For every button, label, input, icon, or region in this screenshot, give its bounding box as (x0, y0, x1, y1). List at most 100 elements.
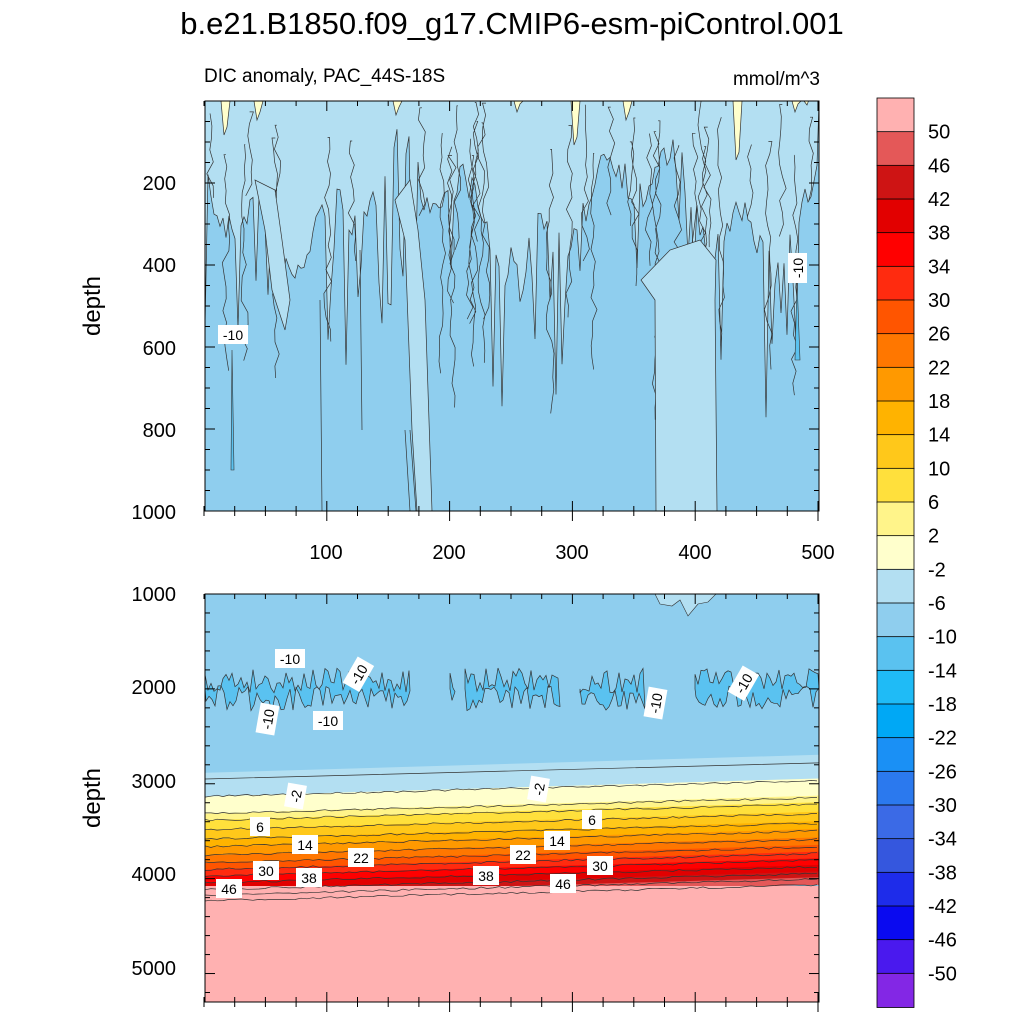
upper-contour-label: -10 (788, 253, 807, 283)
upper-ytick-label: 1000 (132, 502, 177, 524)
lower-contour-label: 30 (587, 856, 613, 875)
lower-panel-field (205, 594, 819, 1002)
contour-lines-lower (205, 762, 819, 902)
colorbar-label: -42 (928, 896, 957, 918)
upper-ylabel: depth (79, 276, 106, 336)
svg-text:-10: -10 (646, 692, 665, 715)
upper-contour-label: -10 (218, 325, 248, 344)
colorbar-swatch (876, 703, 915, 739)
dark-streak-2 (794, 279, 801, 361)
colorbar-swatch (876, 905, 915, 941)
chart-title: b.e21.B1850.f09_g17.CMIP6-esm-piControl.… (180, 6, 843, 41)
colorbar-label: -2 (928, 559, 946, 581)
colorbar-label: -22 (928, 728, 957, 750)
colorbar-swatch (876, 400, 915, 436)
lower-contour-label: -10 (275, 649, 305, 668)
lower-ytick-label: 4000 (132, 864, 177, 886)
lower-contour-label: 22 (348, 848, 374, 867)
stratum-band (205, 778, 819, 814)
lower-contour-label: 6 (250, 817, 270, 836)
colorbar-label: 30 (928, 290, 950, 312)
upper-panel-field (205, 101, 819, 511)
svg-text:30: 30 (258, 863, 274, 879)
chart-subtitle-left: DIC anomaly, PAC_44S-18S (204, 66, 445, 87)
colorbar-swatch (876, 939, 915, 975)
upper-panel-ticks (203, 100, 819, 521)
colorbar-label: 42 (928, 189, 950, 211)
light-column-2 (394, 179, 433, 511)
colorbar-label: 38 (928, 223, 950, 245)
colorbar-swatch (876, 804, 915, 840)
lower-panel-ticks (203, 593, 819, 1012)
lower-ytick-label: 5000 (132, 958, 177, 980)
lower-ytick-label: 1000 (132, 584, 177, 606)
upper-ytick-label: 400 (143, 255, 176, 277)
svg-text:22: 22 (515, 847, 531, 863)
stratum-band (205, 802, 819, 830)
colorbar-label: -30 (928, 795, 957, 817)
lower-ylabel: depth (79, 768, 106, 828)
colorbar-swatch (876, 198, 915, 234)
colorbar-swatch (876, 501, 915, 537)
svg-text:-2: -2 (287, 788, 305, 803)
lower-contour-label: -10 (643, 686, 668, 720)
colorbar-swatch (876, 972, 915, 1008)
svg-text:6: 6 (256, 819, 264, 835)
lower-contour-label: -10 (313, 711, 343, 730)
colorbar-label: -10 (928, 627, 957, 649)
svg-text:-2: -2 (530, 781, 548, 796)
colorbar-swatch (876, 669, 915, 705)
colorbar-label: 26 (928, 324, 950, 346)
field-top-notch (654, 594, 717, 617)
svg-text:38: 38 (301, 870, 317, 886)
colorbar-label: -26 (928, 761, 957, 783)
svg-text:-10: -10 (223, 327, 243, 343)
svg-text:-10: -10 (318, 713, 338, 729)
svg-text:-10: -10 (790, 258, 806, 278)
field-minus2-to-minus6 (205, 101, 819, 418)
upper-xtick-label: 500 (801, 542, 834, 564)
colorbar-swatch (876, 467, 915, 503)
lower-contour-label: 14 (292, 835, 318, 854)
upper-xtick-label: 100 (309, 542, 342, 564)
upper-ytick-label: 600 (143, 338, 176, 360)
colorbar-swatch (876, 871, 915, 907)
upper-xtick-label: 200 (432, 542, 465, 564)
colorbar-swatch (876, 535, 915, 571)
svg-text:46: 46 (221, 881, 237, 897)
colorbar-label: 10 (928, 458, 950, 480)
colorbar-label: -6 (928, 593, 946, 615)
lower-contour-label: 6 (582, 810, 602, 829)
chart-units: mmol/m^3 (733, 69, 820, 90)
lower-ytick-label: 3000 (132, 771, 177, 793)
lower-contour-label: -2 (527, 775, 550, 803)
svg-text:14: 14 (549, 833, 565, 849)
upper-xtick-label: 300 (555, 542, 588, 564)
stratum-band (205, 821, 819, 847)
upper-ytick-label: 800 (143, 420, 176, 442)
lower-contour-label: 46 (216, 879, 242, 898)
colorbar-swatch (876, 232, 915, 268)
colorbar-label: -46 (928, 930, 957, 952)
upper-ytick-label: 200 (143, 173, 176, 195)
colorbar-swatch (876, 636, 915, 672)
colorbar-label: 2 (928, 526, 939, 548)
contour-lines-upper (206, 101, 814, 511)
colorbar-label: -38 (928, 862, 957, 884)
svg-text:46: 46 (555, 876, 571, 892)
svg-text:38: 38 (478, 868, 494, 884)
colorbar-label: 22 (928, 357, 950, 379)
colorbar-swatch (876, 602, 915, 638)
colorbar-swatch (876, 131, 915, 167)
colorbar-label: 18 (928, 391, 950, 413)
svg-text:30: 30 (592, 858, 608, 874)
colorbar-swatch (876, 366, 915, 402)
lower-contour-label: 46 (550, 874, 576, 893)
light-column-1 (640, 239, 718, 511)
field-above-50 (205, 886, 819, 1002)
svg-text:22: 22 (353, 850, 369, 866)
lower-contour-label: 14 (544, 831, 570, 850)
lower-contour-label: 22 (510, 845, 536, 864)
colorbar-label: 50 (928, 122, 950, 144)
colorbar-swatch (876, 434, 915, 470)
